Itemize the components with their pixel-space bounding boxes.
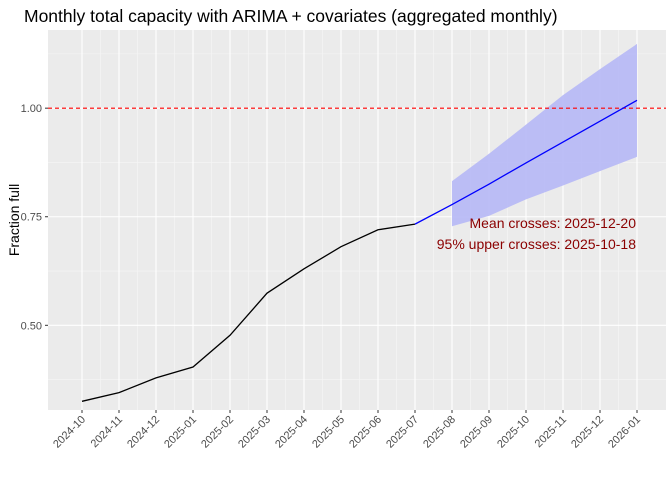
y-axis: 0.50 0.75 1.00 (21, 103, 48, 332)
y-tick-label: 0.75 (21, 212, 42, 224)
annotation-upper-crossing: 95% upper crosses: 2025-10-18 (437, 236, 636, 252)
series-layer (81, 99, 638, 402)
x-axis: 2024-10 2024-11 2024-12 2025-01 2025-02 2025-… (51, 410, 643, 451)
y-tick-label: 0.50 (21, 320, 42, 332)
forecast-band-layer (452, 43, 637, 227)
series-line-observed (81, 223, 416, 402)
x-tick-label: 2024-10 (51, 414, 88, 451)
x-tick-label: 2025-04 (273, 414, 310, 451)
forecast-confidence-band (452, 43, 637, 227)
x-tick-label: 2025-07 (384, 414, 421, 451)
x-tick-label: 2025-01 (162, 414, 199, 451)
series-line-forecast-mean (414, 99, 638, 225)
chart-title: Monthly total capacity with ARIMA + cova… (24, 6, 558, 26)
y-axis-title: Fraction full (6, 184, 22, 256)
y-tick-label: 1.00 (21, 103, 42, 115)
x-tick-label: 2025-08 (421, 414, 458, 451)
x-tick-label: 2025-11 (533, 414, 569, 450)
x-tick-label: 2025-02 (199, 414, 236, 451)
x-tick-label: 2024-11 (89, 414, 125, 450)
x-tick-label: 2026-01 (606, 414, 643, 451)
x-tick-label: 2025-05 (310, 414, 347, 451)
x-tick-label: 2025-06 (347, 414, 384, 451)
x-tick-label: 2025-12 (569, 414, 606, 451)
x-tick-label: 2025-09 (458, 414, 495, 451)
annotation-mean-crossing: Mean crosses: 2025-12-20 (469, 215, 636, 231)
x-tick-label: 2025-03 (236, 414, 273, 451)
x-tick-label: 2025-10 (495, 414, 532, 451)
x-tick-label: 2024-12 (125, 414, 162, 451)
